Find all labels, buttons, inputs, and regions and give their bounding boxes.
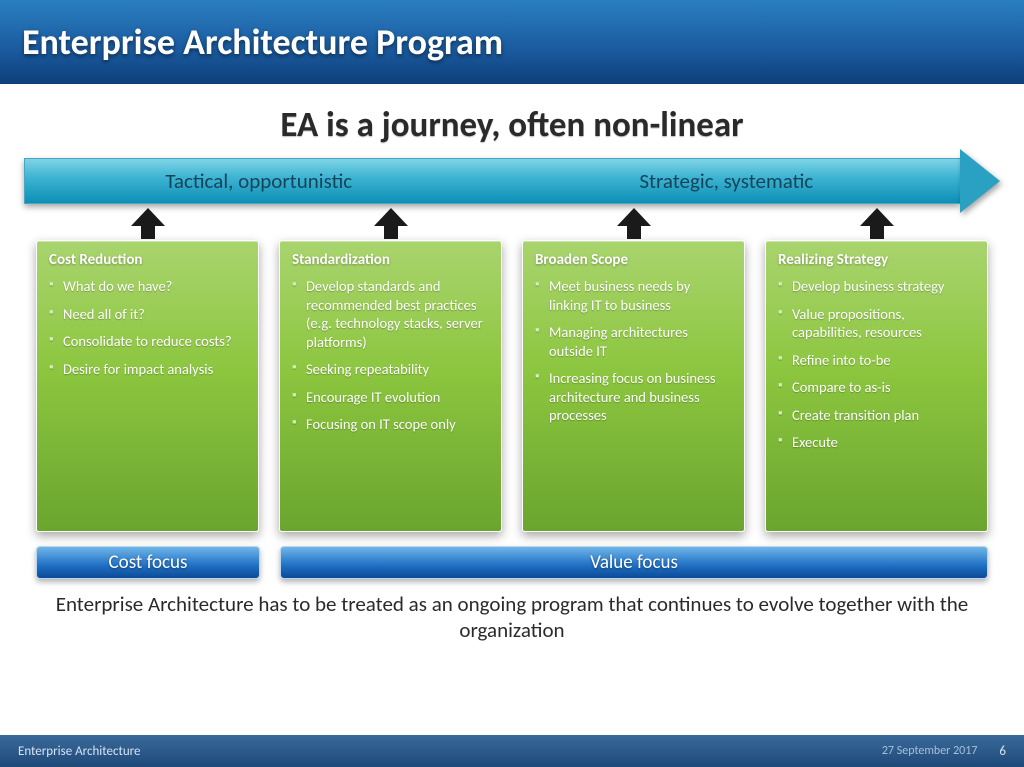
card-row: Cost Reduction What do we have? Need all … [36, 240, 988, 532]
card-list-item: Increasing focus on business architectur… [535, 369, 732, 425]
focus-pill-cost: Cost focus [36, 546, 260, 579]
footer-left: Enterprise Architecture [18, 744, 140, 759]
card-heading: Cost Reduction [49, 251, 246, 269]
focus-pill-value: Value focus [280, 546, 988, 579]
arrow-body: Tactical, opportunistic Strategic, syste… [24, 158, 960, 204]
up-arrow-icon [137, 208, 159, 238]
card-list-item: Meet business needs by linking IT to bus… [535, 277, 732, 314]
card-list: Meet business needs by linking IT to bus… [535, 277, 732, 425]
slide-subtitle: EA is a journey, often non-linear [0, 104, 1024, 146]
slide-title: Enterprise Architecture Program [22, 20, 503, 64]
footer-date: 27 September 2017 [882, 744, 978, 758]
card-list-item: Managing architectures outside IT [535, 323, 732, 360]
card-broaden-scope: Broaden Scope Meet business needs by lin… [522, 240, 745, 532]
card-list: What do we have? Need all of it? Consolida… [49, 277, 246, 378]
card-list-item: Value propositions, capabilities, resour… [778, 305, 975, 342]
card-list-item: Desire for impact analysis [49, 360, 246, 379]
focus-row: Cost focus Value focus [36, 546, 988, 579]
card-list-item: What do we have? [49, 277, 246, 296]
title-bar: Enterprise Architecture Program [0, 0, 1024, 86]
card-cost-reduction: Cost Reduction What do we have? Need all … [36, 240, 259, 532]
footer-page: 6 [999, 744, 1006, 759]
up-arrow-row [36, 204, 988, 238]
card-list-item: Refine into to-be [778, 351, 975, 370]
arrow-head-icon [960, 149, 1000, 213]
card-list-item: Compare to as-is [778, 378, 975, 397]
card-list-item: Create transition plan [778, 406, 975, 425]
up-arrow-icon [380, 208, 402, 238]
card-heading: Broaden Scope [535, 251, 732, 269]
card-heading: Standardization [292, 251, 489, 269]
arrow-label-right: Strategic, systematic [493, 168, 961, 194]
card-list-item: Focusing on IT scope only [292, 415, 489, 434]
card-realizing-strategy: Realizing Strategy Develop business stra… [765, 240, 988, 532]
card-list: Develop business strategy Value propositi… [778, 277, 975, 452]
card-list-item: Develop standards and recommended best p… [292, 277, 489, 351]
card-list-item: Execute [778, 433, 975, 452]
bottom-caption: Enterprise Architecture has to be treate… [52, 591, 972, 644]
journey-arrow: Tactical, opportunistic Strategic, syste… [24, 158, 1000, 204]
card-list: Develop standards and recommended best p… [292, 277, 489, 434]
card-list-item: Encourage IT evolution [292, 388, 489, 407]
arrow-label-left: Tactical, opportunistic [25, 168, 493, 194]
up-arrow-icon [866, 208, 888, 238]
card-heading: Realizing Strategy [778, 251, 975, 269]
card-list-item: Seeking repeatability [292, 360, 489, 379]
slide-footer: Enterprise Architecture 27 September 201… [0, 735, 1024, 767]
card-standardization: Standardization Develop standards and re… [279, 240, 502, 532]
card-list-item: Consolidate to reduce costs? [49, 332, 246, 351]
card-list-item: Develop business strategy [778, 277, 975, 296]
up-arrow-icon [623, 208, 645, 238]
card-list-item: Need all of it? [49, 305, 246, 324]
